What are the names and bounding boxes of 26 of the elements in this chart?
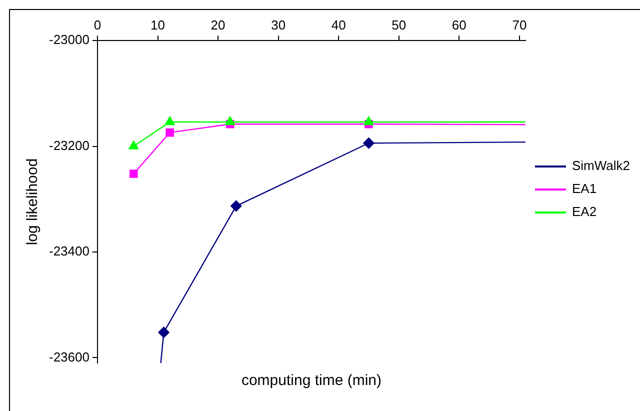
x-tick-label: 70: [512, 17, 527, 32]
y-tick-label: -23000: [48, 32, 90, 48]
point: [130, 170, 138, 178]
point: [225, 116, 236, 126]
x-tick-label: 40: [331, 17, 346, 32]
x-tick-label: 60: [452, 17, 466, 32]
y-tick-label: -23600: [48, 349, 90, 364]
point: [363, 138, 374, 149]
legend-label: EA1: [572, 181, 597, 196]
y-axis-title: log likelihood: [24, 158, 42, 246]
legend-label: SimWalk2: [572, 158, 630, 174]
y-tick-label: -23400: [48, 244, 90, 259]
point: [164, 116, 175, 126]
y-tick-label: -23200: [48, 138, 90, 153]
point: [230, 200, 242, 212]
x-tick-label: 10: [150, 17, 165, 32]
point: [128, 140, 139, 150]
point: [364, 116, 374, 126]
point: [166, 128, 174, 137]
x-tick-label: 20: [210, 17, 226, 32]
x-tick-label: 0: [94, 17, 102, 32]
point: [158, 326, 170, 338]
legend-label: EA2: [572, 204, 597, 220]
x-tick-label: 30: [271, 17, 286, 32]
x-tick-label: 50: [392, 17, 406, 32]
x-axis-title: computing time (min): [241, 372, 382, 390]
